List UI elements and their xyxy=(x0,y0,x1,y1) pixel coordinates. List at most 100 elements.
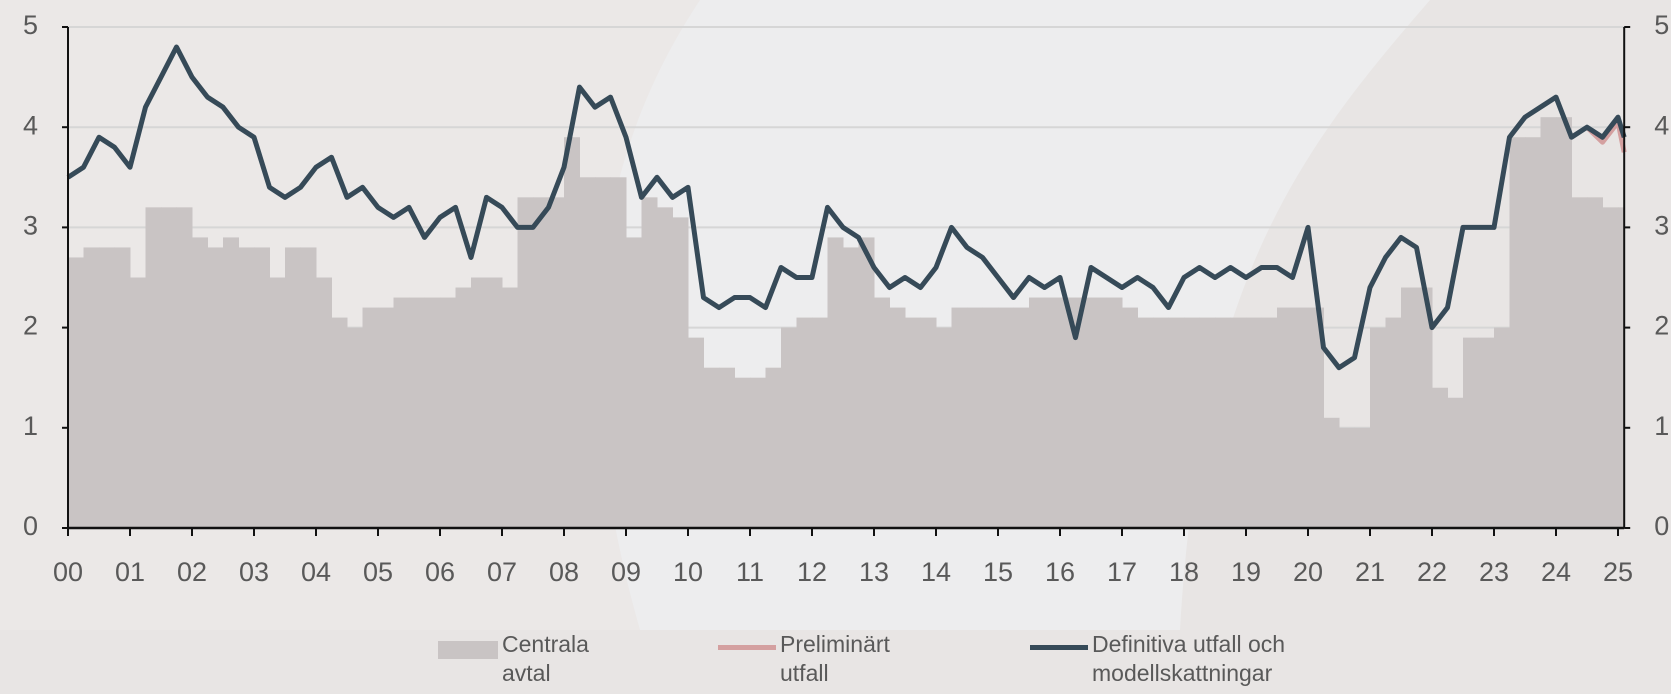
area-step xyxy=(1029,297,1045,528)
area-step xyxy=(269,277,286,528)
x-tick-label: 21 xyxy=(1355,557,1385,587)
area-step xyxy=(285,247,301,528)
area-step xyxy=(998,307,1014,528)
area-step xyxy=(1540,117,1557,529)
area-step xyxy=(1525,137,1541,528)
area-step xyxy=(1401,287,1417,528)
area-step xyxy=(858,237,875,529)
area-step xyxy=(1370,327,1386,528)
area-step xyxy=(1153,317,1169,528)
area-step xyxy=(254,247,270,528)
area-step xyxy=(672,217,689,528)
y-tick-label: 0 xyxy=(23,511,38,541)
area-step xyxy=(533,197,549,528)
area-step xyxy=(130,277,146,528)
area-step xyxy=(455,287,472,528)
area-step xyxy=(1137,317,1154,528)
area-step xyxy=(1478,337,1495,528)
x-tick-label: 22 xyxy=(1417,557,1447,587)
x-tick-label: 23 xyxy=(1479,557,1509,587)
area-step xyxy=(486,277,503,528)
area-step xyxy=(626,237,642,529)
y2-tick-label: 3 xyxy=(1654,211,1669,241)
x-tick-label: 12 xyxy=(797,557,827,587)
area-step xyxy=(1432,387,1448,528)
y-tick-label: 1 xyxy=(23,411,38,441)
area-step xyxy=(378,307,394,528)
area-step xyxy=(1184,317,1200,528)
area-step xyxy=(843,247,859,528)
x-tick-label: 00 xyxy=(53,557,83,587)
area-step xyxy=(362,307,379,528)
x-tick-label: 24 xyxy=(1541,557,1571,587)
x-tick-label: 11 xyxy=(736,557,764,587)
y2-tick-label: 0 xyxy=(1654,511,1669,541)
legend-swatch xyxy=(1030,645,1088,650)
x-tick-label: 18 xyxy=(1169,557,1199,587)
area-step xyxy=(1602,207,1619,529)
area-step xyxy=(579,177,596,529)
x-tick-label: 16 xyxy=(1045,557,1075,587)
area-step xyxy=(750,377,766,528)
area-step xyxy=(1587,197,1603,528)
area-step xyxy=(145,207,162,529)
area-step xyxy=(905,317,921,528)
x-tick-label: 17 xyxy=(1107,557,1137,587)
area-step xyxy=(207,247,224,528)
area-step xyxy=(192,237,208,529)
y-tick-label: 4 xyxy=(23,110,38,140)
area-step xyxy=(951,307,968,528)
area-step xyxy=(703,367,720,528)
area-step xyxy=(502,287,518,528)
area-step xyxy=(641,197,658,528)
legend-item: Preliminärt utfall xyxy=(718,630,915,688)
area-step xyxy=(1618,207,1625,529)
x-tick-label: 02 xyxy=(177,557,207,587)
area-step xyxy=(347,327,363,528)
area-step xyxy=(719,367,735,528)
plot xyxy=(66,44,1627,529)
area-step xyxy=(1556,117,1572,529)
area-step xyxy=(1323,417,1340,528)
x-tick-label: 07 xyxy=(487,557,517,587)
area-step xyxy=(176,207,193,529)
area-step xyxy=(1246,317,1262,528)
area-step xyxy=(967,307,983,528)
area-step xyxy=(874,297,890,528)
y2-tick-label: 4 xyxy=(1654,110,1669,140)
line xyxy=(66,44,1627,371)
area-step xyxy=(1122,307,1138,528)
area-step xyxy=(781,327,797,528)
x-tick-label: 25 xyxy=(1603,557,1633,587)
y-tick-label: 2 xyxy=(23,311,38,341)
y2-tick-label: 1 xyxy=(1654,411,1669,441)
area-step xyxy=(1091,297,1107,528)
area-step xyxy=(238,247,255,528)
area-step xyxy=(1509,137,1526,528)
area-step xyxy=(1385,317,1402,528)
area-step xyxy=(796,317,813,528)
x-tick-label: 05 xyxy=(363,557,393,587)
area-step xyxy=(1463,337,1479,528)
area-step xyxy=(734,377,751,528)
area-step xyxy=(409,297,425,528)
area-step xyxy=(223,237,239,529)
area-step xyxy=(1261,317,1278,528)
area-step xyxy=(316,277,332,528)
area-step xyxy=(564,137,580,528)
area-step xyxy=(83,247,100,528)
area-step xyxy=(1168,317,1185,528)
y2-tick-label: 2 xyxy=(1654,311,1669,341)
chart: 0 01 12 23 34 45 500 01 02 03 04 05 06 07 08 09 10 11 12 13… xyxy=(22,10,1670,588)
area-step xyxy=(300,247,317,528)
area-step xyxy=(161,207,177,529)
area-step xyxy=(1354,427,1371,528)
legend-label: Preliminärt utfall xyxy=(780,631,890,686)
area-step xyxy=(1277,307,1293,528)
area-step xyxy=(440,297,456,528)
area-step xyxy=(1416,287,1433,528)
area-step xyxy=(99,247,115,528)
y-tick-label: 3 xyxy=(23,211,38,241)
area-step xyxy=(1215,317,1231,528)
legend-swatch xyxy=(438,641,498,659)
